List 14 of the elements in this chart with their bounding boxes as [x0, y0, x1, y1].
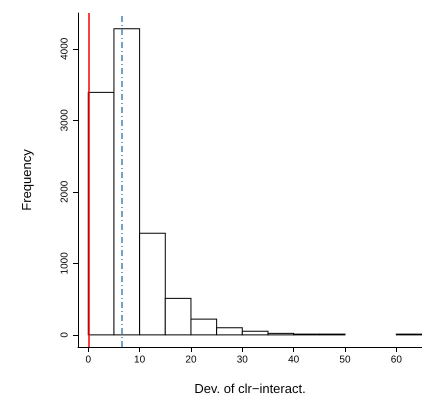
- y-tick-label: 4000: [60, 37, 70, 60]
- x-tick-label: 50: [339, 354, 351, 366]
- x-tick-label: 30: [236, 354, 248, 366]
- x-tick-label: 10: [134, 354, 146, 366]
- x-axis-title: Dev. of clr−interact.: [194, 381, 306, 396]
- x-tick-label: 40: [288, 354, 300, 366]
- y-tick-label: 1000: [60, 252, 70, 274]
- x-tick-label: 20: [185, 354, 197, 366]
- y-tick-label: 0: [60, 332, 70, 338]
- x-tick-label: 0: [85, 354, 92, 366]
- x-tick-label: 60: [390, 354, 402, 366]
- y-tick-label: 2000: [60, 180, 70, 203]
- y-tick-label: 3000: [60, 108, 70, 132]
- y-axis-title: Frequency: [19, 148, 34, 211]
